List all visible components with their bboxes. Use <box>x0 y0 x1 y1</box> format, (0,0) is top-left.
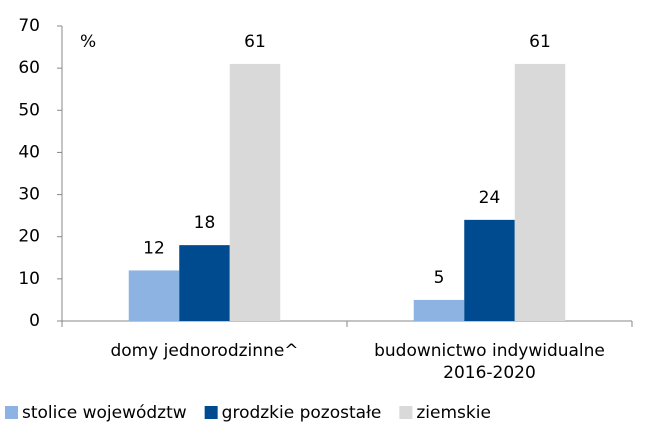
y-tick-label: 30 <box>18 185 40 205</box>
data-label: 5 <box>434 268 445 288</box>
legend-swatch <box>204 406 218 419</box>
legend-label: ziemskie <box>416 403 491 423</box>
bar <box>179 245 230 321</box>
data-label: 61 <box>244 32 266 52</box>
y-tick-label: 0 <box>29 311 40 331</box>
y-tick-label: 40 <box>18 142 40 162</box>
legend-label: grodzkie pozostałe <box>222 403 382 423</box>
y-tick-label: 70 <box>18 16 40 36</box>
legend-label: stolice województw <box>22 403 187 423</box>
bar <box>514 63 566 322</box>
bar <box>413 299 465 321</box>
y-tick-label: 60 <box>18 58 40 78</box>
legend-swatch <box>5 406 18 419</box>
data-label: 12 <box>143 238 165 258</box>
y-tick-label: 50 <box>18 100 40 120</box>
data-label: 61 <box>529 32 551 52</box>
unit-annotation: % <box>80 32 96 52</box>
y-tick-label: 10 <box>18 269 40 289</box>
bar <box>128 270 180 321</box>
x-tick-label: domy jednorodzinne^ <box>110 341 298 361</box>
data-label: 24 <box>479 188 501 208</box>
y-tick-label: 20 <box>18 227 40 247</box>
x-tick-label: budownictwo indywidualne 2016-2020 <box>374 341 605 383</box>
legend-swatch <box>399 406 413 419</box>
bar <box>464 219 515 321</box>
bar <box>229 63 281 322</box>
data-label: 18 <box>194 213 216 233</box>
